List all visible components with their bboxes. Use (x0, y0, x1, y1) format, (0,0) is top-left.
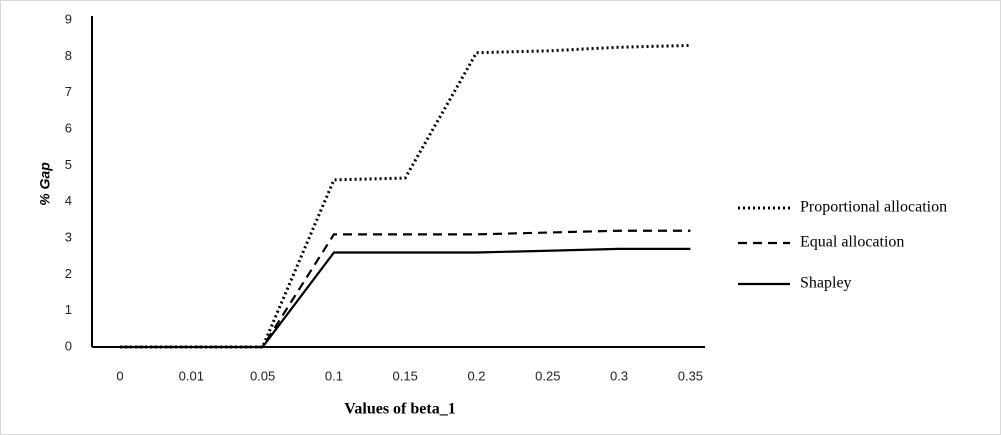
x-tick-label: 0 (116, 368, 123, 383)
legend-label: Proportional allocation (800, 199, 947, 216)
legend-label: Equal allocation (800, 234, 904, 251)
y-tick-label: 0 (65, 338, 72, 353)
y-tick-label: 9 (65, 11, 72, 26)
x-axis-title: Values of beta_1 (344, 401, 455, 418)
x-tick-label: 0.1 (325, 368, 343, 383)
x-tick-label: 0.05 (250, 368, 275, 383)
legend-label: Shapley (800, 275, 852, 292)
y-tick-label: 7 (65, 84, 72, 99)
y-tick-label: 3 (65, 229, 72, 244)
x-tick-label: 0.15 (393, 368, 418, 383)
x-tick-label: 0.3 (610, 368, 628, 383)
line-series (120, 247, 691, 349)
y-tick-label: 2 (65, 266, 72, 281)
y-tick-label: 6 (65, 120, 72, 135)
x-tick-label: 0.01 (179, 368, 204, 383)
x-tick-label: 0.35 (678, 368, 703, 383)
y-axis-title: % Gap (37, 162, 53, 206)
y-tick-label: 5 (65, 157, 72, 172)
y-tick-label: 8 (65, 48, 72, 63)
y-tick-label: 4 (65, 193, 72, 208)
x-tick-label: 0.25 (535, 368, 560, 383)
y-tick-label: 1 (65, 302, 72, 317)
x-tick-label: 0.2 (467, 368, 485, 383)
